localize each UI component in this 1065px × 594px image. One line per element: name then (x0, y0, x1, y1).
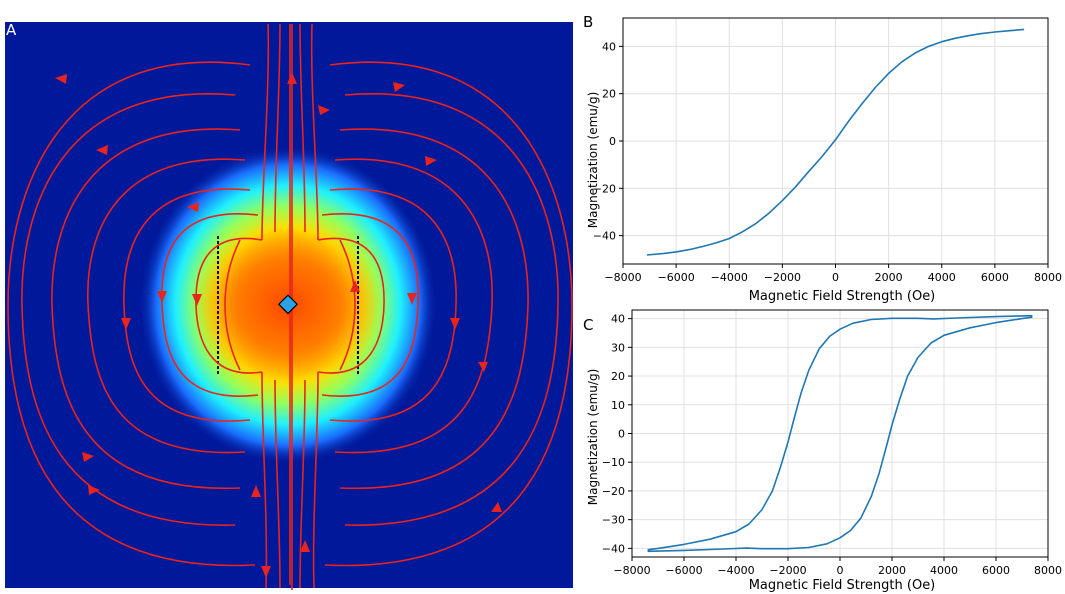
field-line (329, 188, 457, 422)
y-tick-label: −30 (602, 514, 625, 527)
field-line (51, 128, 241, 490)
y-tick-label: −40 (602, 542, 625, 555)
plot-frame (631, 309, 1049, 558)
x-axis-label: Magnetic Field Strength (Oe) (749, 578, 936, 593)
y-tick-label: 20 (602, 88, 616, 101)
y-tick-label: 40 (602, 40, 616, 53)
chart-b: B −8000 −6000 −4000 −2000 0 2000 4000 6000 8000 −… (583, 13, 1062, 304)
x-tick-label: 6000 (982, 564, 1010, 577)
field-arrows (55, 72, 502, 578)
x-tick-label: 0 (832, 271, 839, 284)
field-line (312, 371, 319, 589)
y-tick-label: 40 (611, 313, 625, 326)
x-tick-label: 2000 (878, 564, 906, 577)
field-line (334, 158, 494, 454)
field-line (86, 158, 246, 454)
y-tick-label: 10 (611, 399, 625, 412)
x-tick-label: 6000 (981, 271, 1009, 284)
y-tick-label: 30 (611, 341, 625, 354)
field-line (317, 237, 385, 374)
x-tick-label: 8000 (1034, 271, 1062, 284)
series-line (647, 316, 1033, 553)
field-arrow (121, 318, 131, 330)
x-tick-label: −6000 (665, 564, 702, 577)
center-marker-icon (277, 294, 299, 315)
field-line (261, 371, 268, 589)
field-line (339, 239, 356, 371)
field-line (299, 23, 306, 233)
field-line (299, 379, 306, 589)
field-arrow (425, 156, 437, 166)
x-tick-label: 4000 (930, 564, 958, 577)
x-tick-label: −4000 (711, 271, 748, 284)
field-arrow (450, 318, 460, 330)
x-tick-label: 8000 (1034, 564, 1062, 577)
field-line (261, 23, 270, 241)
field-arrow (96, 145, 108, 155)
y-tick-label: −10 (602, 456, 625, 469)
x-tick-label: −4000 (717, 564, 754, 577)
field-arrow (55, 74, 67, 84)
field-arrow (287, 72, 297, 84)
chart-c: C −8000 −6000 −4000 −2000 0 2000 4000 6000 8000 −… (583, 309, 1062, 593)
field-line (274, 379, 281, 589)
x-tick-label: 4000 (928, 271, 956, 284)
field-arrow (318, 105, 330, 115)
field-line (310, 23, 319, 241)
field-line (321, 213, 420, 397)
panel-label-b: B (583, 13, 593, 31)
series-line (646, 28, 1025, 256)
field-arrow (192, 294, 202, 306)
y-tick-label: 0 (618, 428, 625, 441)
field-arrow (82, 452, 94, 462)
panel-label-c: C (583, 316, 593, 334)
field-arrow (407, 293, 417, 305)
field-arrow (187, 202, 199, 212)
y-tick-label: −20 (593, 182, 616, 195)
field-arrow (261, 566, 271, 578)
field-line (339, 128, 529, 490)
field-arrow (88, 485, 100, 495)
x-tick-label: 2000 (875, 271, 903, 284)
x-tick-label: −6000 (658, 271, 695, 284)
x-tick-label: −8000 (613, 564, 650, 577)
field-line (160, 213, 259, 397)
field-line (274, 23, 281, 233)
y-tick-label: 20 (611, 370, 625, 383)
y-tick-label: −20 (602, 485, 625, 498)
y-tick-label: −40 (593, 230, 616, 243)
field-arrow (491, 502, 502, 512)
x-axis-label: Magnetic Field Strength (Oe) (749, 289, 936, 304)
x-tick-label: −2000 (769, 564, 806, 577)
field-line (7, 61, 256, 567)
x-tick-label: −8000 (604, 271, 641, 284)
y-tick-label: 0 (609, 135, 616, 148)
plot-frame (622, 17, 1049, 265)
panel-label-a: A (6, 21, 17, 39)
field-line (224, 239, 241, 371)
y-axis-label: Magnetization (emu/g) (586, 369, 600, 506)
field-line (324, 61, 573, 567)
field-line (195, 237, 263, 374)
field-line (21, 93, 236, 526)
x-tick-label: 0 (837, 564, 844, 577)
x-tick-label: −2000 (764, 271, 801, 284)
y-axis-label: Magnetization (emu/g) (586, 92, 600, 229)
field-arrow (251, 485, 261, 497)
field-arrow (157, 291, 167, 303)
field-arrow (350, 280, 360, 292)
series-line (647, 314, 1033, 551)
field-line (123, 188, 251, 422)
magnetic-field-map: A (5, 21, 573, 590)
field-arrow (478, 362, 488, 372)
field-line (344, 93, 559, 526)
field-arrow (393, 82, 405, 92)
field-lines (7, 23, 573, 590)
field-arrow (300, 540, 310, 552)
